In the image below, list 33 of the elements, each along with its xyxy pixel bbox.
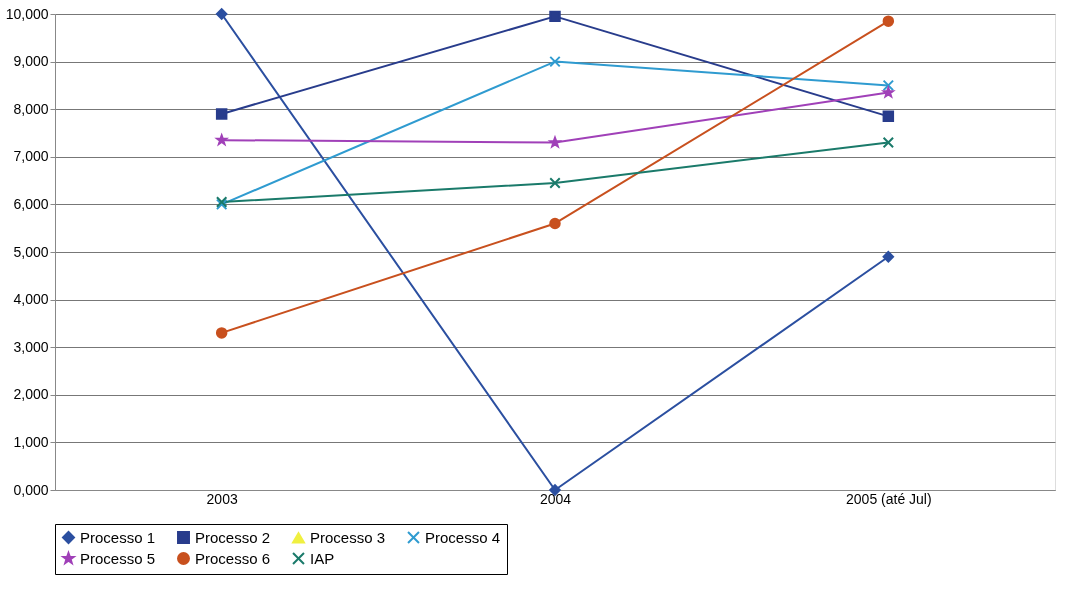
x-tick-label: 2005 (até Jul) (846, 490, 932, 507)
legend-label: Processo 6 (195, 549, 271, 567)
y-tick-label: 5,000 (13, 243, 49, 260)
y-tick-label: 7,000 (13, 148, 49, 165)
point (215, 108, 228, 120)
y-tick-label: 8,000 (13, 100, 49, 117)
y-tick-label: 9,000 (13, 53, 49, 70)
point (882, 15, 895, 27)
point (549, 217, 561, 230)
point (882, 110, 895, 123)
point (882, 136, 895, 149)
y-tick-label: 6,000 (13, 195, 49, 212)
point (882, 79, 895, 92)
legend-label: Processo 3 (310, 528, 386, 546)
point (882, 251, 895, 263)
y-tick-label: 1,000 (13, 433, 49, 450)
y-tick-label: 4,000 (13, 291, 49, 308)
x-tick-label: 2003 (206, 490, 238, 507)
legend-label: Processo 2 (195, 528, 271, 546)
point (549, 177, 561, 189)
x-tick-label: 2004 (539, 490, 572, 507)
legend-label: Processo 1 (80, 528, 156, 546)
point (215, 327, 228, 339)
legend-label: Processo 4 (425, 528, 501, 546)
y-tick-label: 10,000 (5, 5, 49, 22)
legend-label: IAP (310, 549, 335, 567)
point (215, 8, 228, 20)
y-tick-label: 2,000 (13, 386, 49, 403)
point (549, 10, 561, 23)
y-tick-label: 3,000 (13, 338, 49, 355)
legend-label: Processo 5 (80, 549, 156, 567)
point (549, 55, 561, 68)
y-tick-label: 0,000 (13, 481, 49, 498)
